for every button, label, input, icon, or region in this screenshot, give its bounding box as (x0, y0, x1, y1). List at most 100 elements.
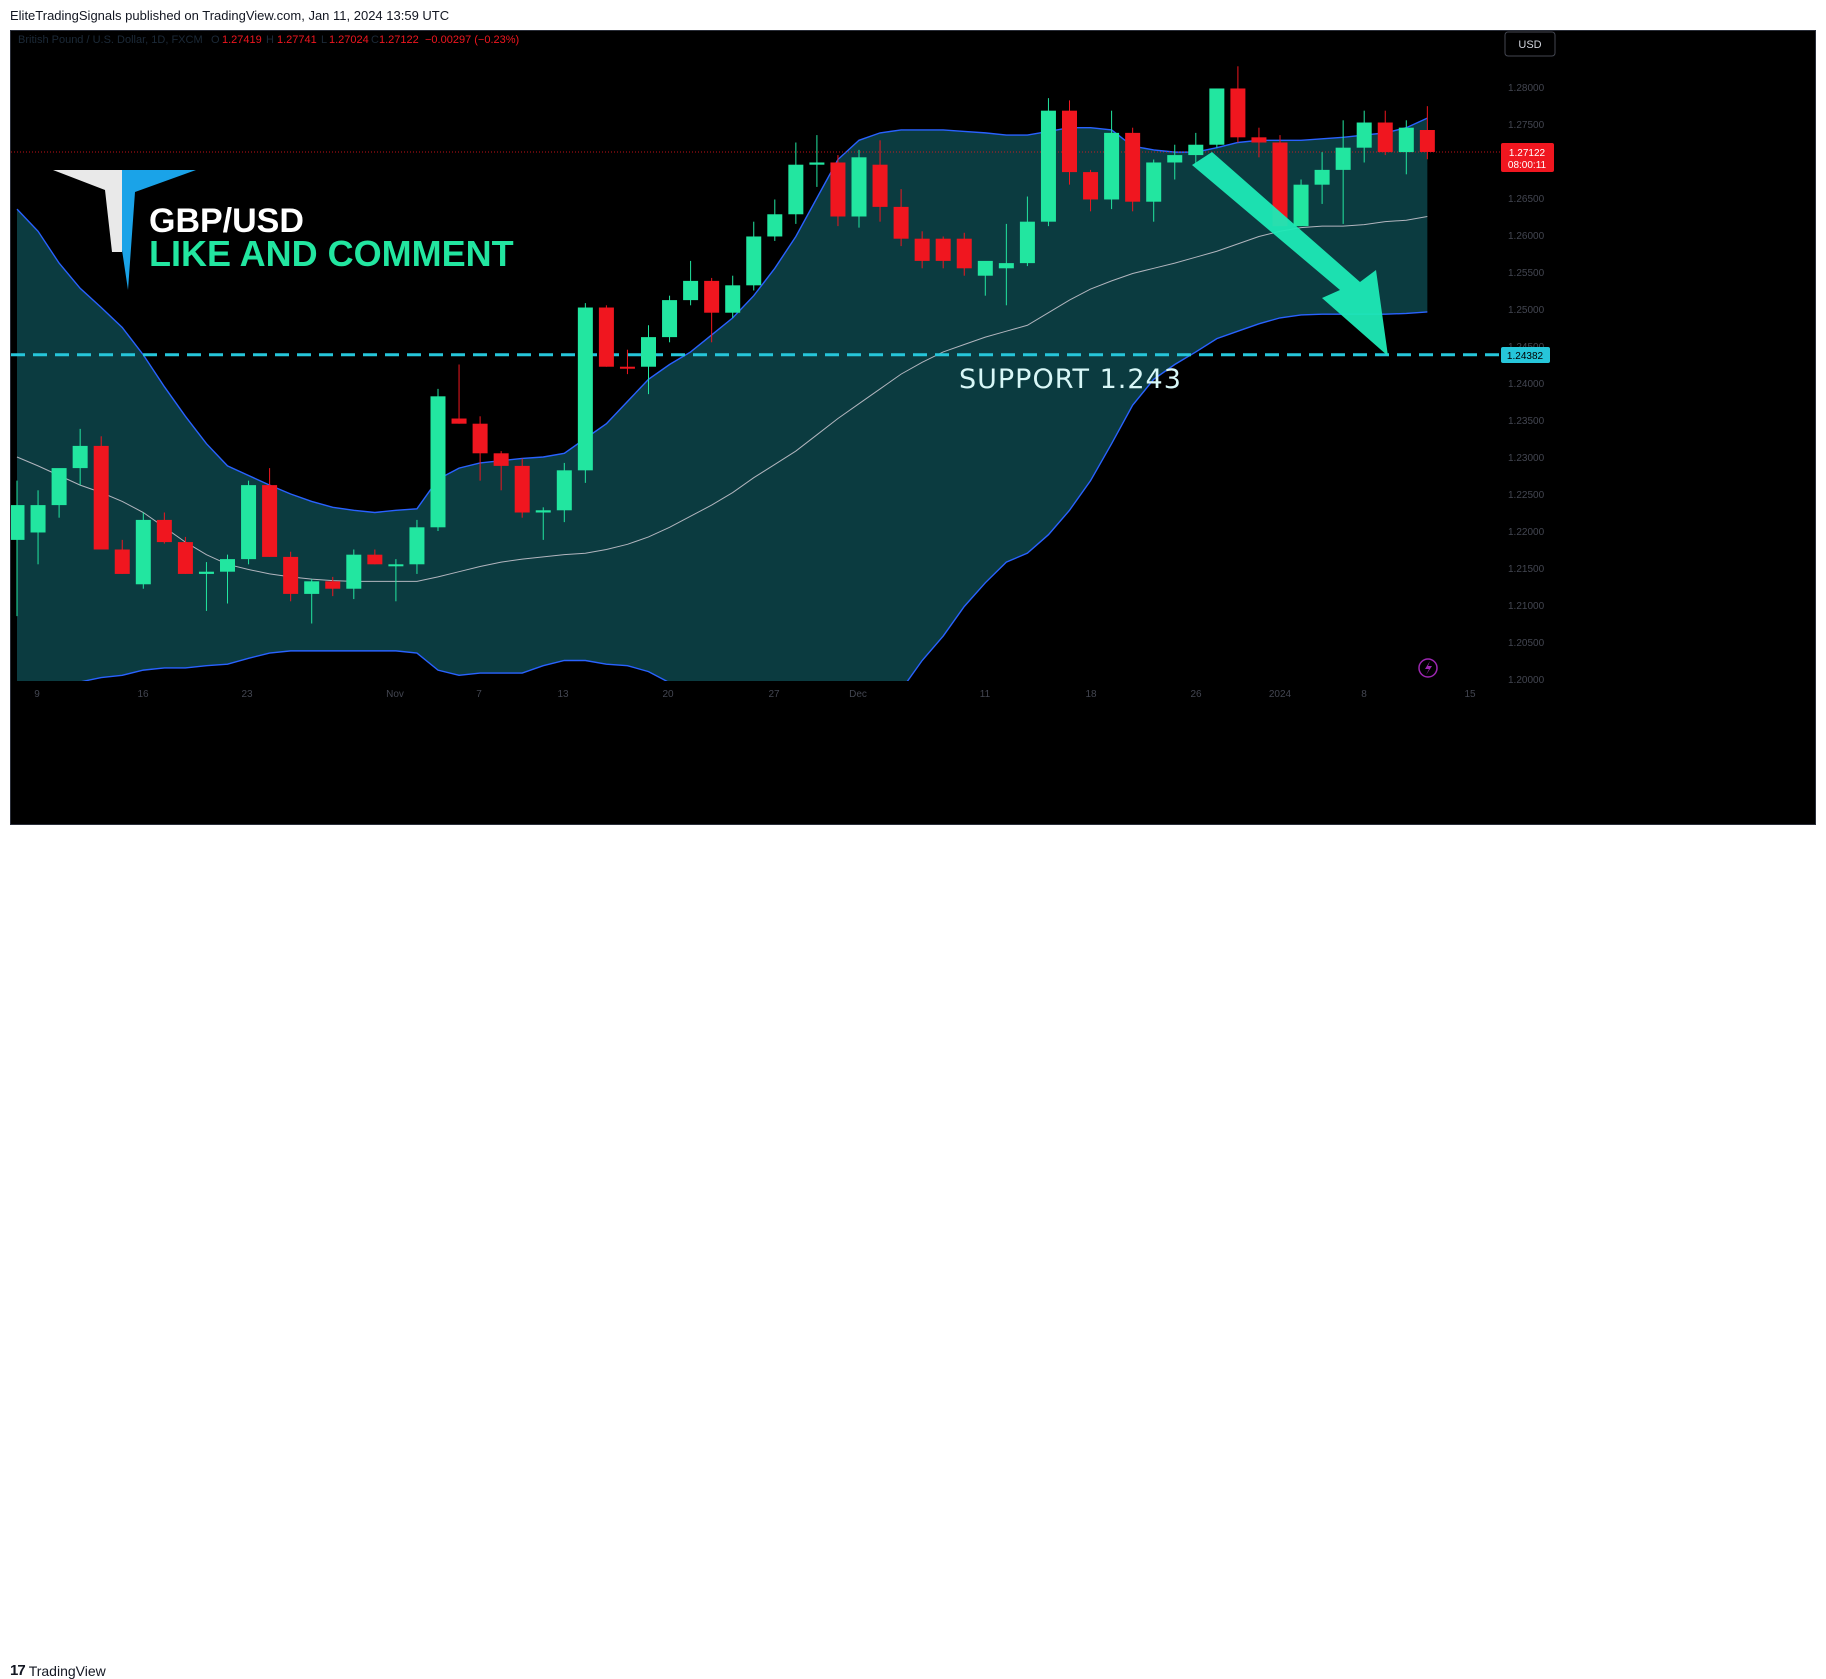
candle-body (346, 554, 362, 589)
candle-body (1230, 88, 1246, 138)
candle-body (1314, 169, 1330, 185)
candle (1062, 100, 1077, 185)
price-axis[interactable]: 1.280001.275001.270001.265001.260001.255… (1508, 83, 1545, 686)
candle (220, 554, 235, 604)
candle-body (1356, 122, 1372, 148)
candle-body (472, 423, 488, 454)
candle-body (262, 485, 278, 557)
candle (346, 549, 362, 600)
candle (535, 507, 551, 540)
candle (241, 480, 257, 565)
time-tick-label: Nov (386, 689, 404, 700)
change-value: −0.00297 (−0.23%) (425, 34, 519, 46)
candle-body (1335, 147, 1351, 170)
candle-body (872, 164, 888, 207)
candle-body (809, 162, 825, 165)
candle-body (977, 260, 993, 276)
price-tick-label: 1.20000 (1508, 675, 1545, 686)
price-tick-label: 1.23500 (1508, 416, 1545, 427)
candle (1146, 159, 1162, 222)
price-tick-label: 1.25000 (1508, 305, 1545, 316)
candle-body (493, 453, 509, 466)
low-label: L (321, 34, 327, 46)
tradingview-logo[interactable]: 17 TradingView (10, 1662, 106, 1679)
price-chart[interactable]: British Pound / U.S. Dollar, 1D, FXCM O … (0, 0, 1826, 863)
overlay-subtitle: LIKE AND COMMENT (149, 233, 514, 274)
candle (1188, 132, 1204, 165)
candle (830, 155, 846, 227)
candle-body (283, 556, 299, 594)
candle (325, 576, 341, 597)
price-tick-label: 1.23000 (1508, 453, 1545, 464)
candle (430, 388, 446, 531)
candle (114, 539, 130, 574)
candle-body (388, 564, 404, 567)
candle (1230, 66, 1246, 143)
time-tick-label: 18 (1085, 689, 1097, 700)
candle (51, 468, 67, 518)
countdown-text: 08:00:11 (1508, 160, 1547, 171)
candle-body (1040, 110, 1056, 222)
symbol-name: British Pound / U.S. Dollar, 1D, FXCM (18, 34, 203, 46)
candle-body (1019, 221, 1035, 264)
time-tick-label: 13 (557, 689, 569, 700)
candle-body (367, 554, 383, 565)
time-tick-label: 23 (241, 689, 253, 700)
candle (1293, 179, 1309, 227)
candle (704, 277, 720, 343)
candle (725, 275, 741, 318)
candle-body (1251, 137, 1267, 143)
high-label: H (266, 34, 274, 46)
candle (998, 223, 1014, 306)
candle (683, 260, 699, 306)
candle-body (641, 337, 656, 367)
candle (872, 140, 888, 222)
candle (1167, 144, 1183, 180)
candle (451, 364, 467, 424)
candle-body (93, 445, 109, 550)
candle-body (177, 542, 193, 574)
candle (1083, 169, 1099, 212)
time-tick-label: 7 (476, 689, 482, 700)
price-tick-label: 1.22500 (1508, 490, 1545, 501)
candle (851, 149, 867, 228)
candle (1314, 152, 1330, 204)
tradingview-name: TradingView (28, 1662, 106, 1679)
low-value: 1.27024 (329, 34, 369, 46)
time-tick-label: 2024 (1269, 689, 1292, 700)
candle-body (30, 505, 46, 533)
support-price-badge: 1.24382 (1501, 347, 1550, 363)
candle-body (114, 549, 130, 574)
publish-header: EliteTradingSignals published on Trading… (0, 0, 1826, 30)
candle (662, 295, 678, 343)
tradingview-mark-icon: 17 (10, 1662, 26, 1679)
candle (893, 189, 909, 247)
candle (1019, 196, 1035, 267)
time-tick-label: 26 (1190, 689, 1202, 700)
candle (1272, 135, 1288, 227)
candle-body (1398, 127, 1414, 153)
candles-group (11, 66, 1435, 624)
time-axis[interactable]: 9 16 23 Nov 7 13 20 27 Dec 11 18 26 2024 8 15 (34, 689, 1476, 700)
candle-body (51, 468, 67, 506)
currency-button[interactable]: USD (1504, 31, 1556, 57)
candle-body (683, 280, 699, 301)
candle (135, 512, 151, 589)
lightning-icon[interactable] (1418, 658, 1438, 678)
candle (11, 480, 25, 617)
time-tick-label: Dec (849, 689, 867, 700)
time-tick-label: 8 (1361, 689, 1367, 700)
candle-body (1377, 122, 1393, 153)
candle-body (662, 300, 678, 338)
price-tick-label: 1.24000 (1508, 379, 1545, 390)
candle (30, 490, 46, 565)
candle-body (1272, 142, 1288, 227)
candle-body (514, 465, 530, 513)
down-arrow[interactable] (1192, 152, 1388, 356)
time-tick-label: 15 (1464, 689, 1476, 700)
band-lower-line (81, 311, 1428, 681)
candle-body (851, 157, 867, 217)
candle-body (135, 519, 151, 585)
candle (198, 562, 214, 611)
price-tick-label: 1.22000 (1508, 527, 1545, 538)
